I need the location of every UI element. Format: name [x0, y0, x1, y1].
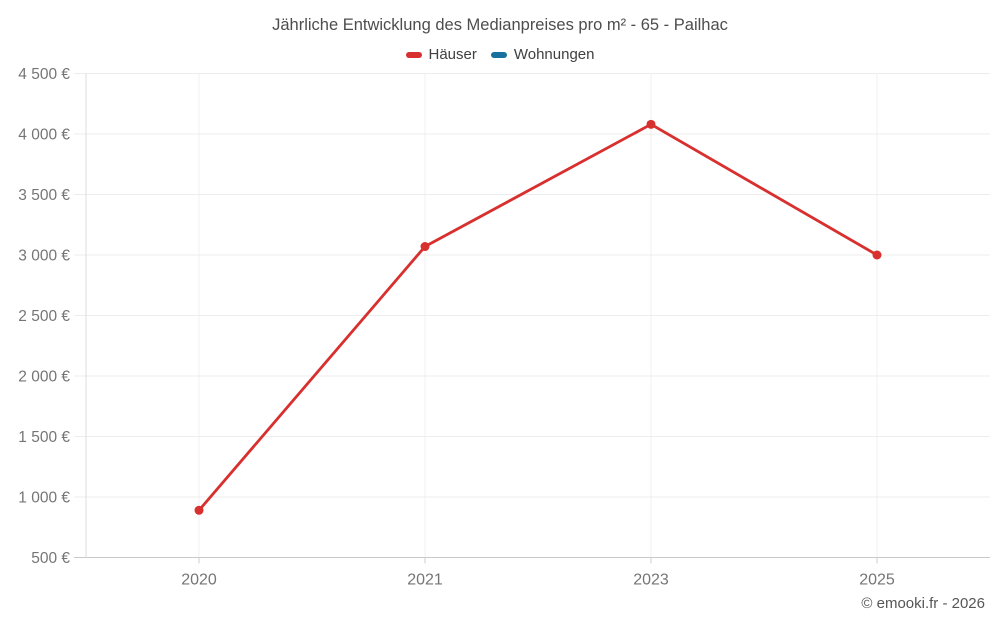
y-tick-label: 500 €: [31, 550, 70, 567]
y-tick-label: 3 500 €: [18, 187, 70, 204]
y-tick-label: 4 000 €: [18, 127, 70, 144]
y-tick-label: 1 500 €: [18, 429, 70, 446]
y-tick-label: 2 500 €: [18, 308, 70, 325]
legend-item-hauser[interactable]: Häuser: [405, 46, 477, 63]
x-tick-label: 2023: [633, 572, 669, 589]
y-tick-label: 3 000 €: [18, 248, 70, 265]
data-point[interactable]: [872, 250, 882, 260]
y-tick-label: 2 000 €: [18, 369, 70, 386]
y-tick-label: 1 000 €: [18, 490, 70, 507]
hauser-series-swatch-icon: [405, 51, 422, 58]
data-point[interactable]: [194, 505, 204, 515]
x-tick-label: 2025: [859, 572, 895, 589]
legend-label-hauser: Häuser: [428, 46, 477, 63]
legend-label-wohnungen: Wohnungen: [513, 46, 595, 63]
chart-title: Jährliche Entwicklung des Medianpreises …: [272, 16, 728, 34]
copyright-text: © emooki.fr - 2026: [861, 595, 985, 612]
series-line-häuser: [197, 122, 879, 512]
wohnungen-series-swatch-icon: [490, 51, 507, 58]
x-tick-label: 2021: [407, 572, 443, 589]
x-tick-label: 2020: [181, 572, 217, 589]
data-point[interactable]: [420, 242, 430, 252]
legend-item-wohnungen[interactable]: Wohnungen: [490, 46, 595, 63]
data-point[interactable]: [646, 119, 656, 129]
chart-legend: Häuser Wohnungen: [0, 46, 1000, 63]
y-tick-label: 4 500 €: [18, 66, 70, 83]
